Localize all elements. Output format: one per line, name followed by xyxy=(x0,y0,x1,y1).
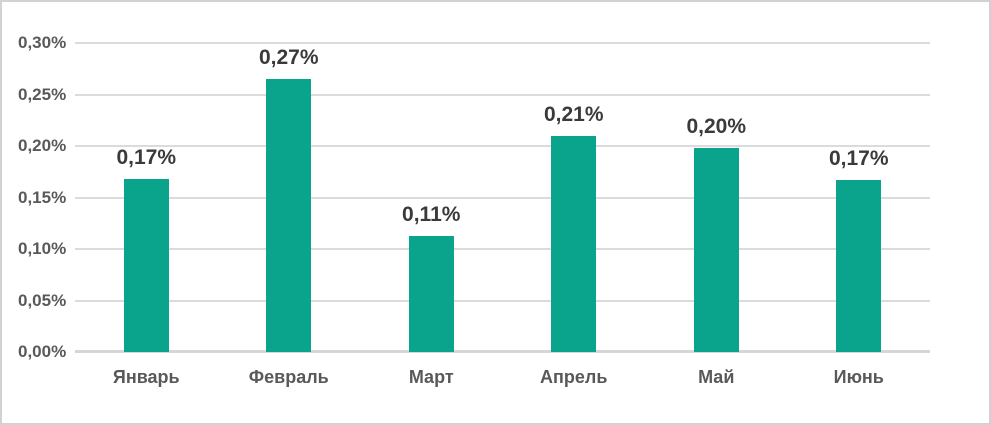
x-tick-label: Январь xyxy=(112,367,180,387)
gridline xyxy=(75,248,930,250)
bar-column: 0,11% xyxy=(360,43,502,352)
y-tick-label: 0,25% xyxy=(18,84,67,104)
bar-column: 0,17% xyxy=(788,43,930,352)
gridline xyxy=(75,196,930,199)
data-label: 0,27% xyxy=(258,46,319,70)
plot-area: 0,17% 0,27% 0,11% 0,21% 0,20% 0,17% xyxy=(75,42,930,353)
data-label: 0,11% xyxy=(402,202,461,226)
data-label: 0,21% xyxy=(543,102,604,126)
x-tick-label: Февраль xyxy=(248,367,329,387)
bar-column: 0,27% xyxy=(217,43,359,352)
bar xyxy=(836,180,882,352)
bar xyxy=(123,178,169,352)
data-label: 0,20% xyxy=(686,115,746,139)
y-axis: 0,30% 0,25% 0,20% 0,15% 0,10% 0,05% 0,00% xyxy=(2,33,67,361)
gridline xyxy=(75,145,930,147)
x-tick-label: Май xyxy=(698,367,735,387)
y-tick-label: 0,10% xyxy=(18,239,67,258)
data-label: 0,17% xyxy=(116,145,177,169)
bar-column: 0,17% xyxy=(75,43,217,352)
bar xyxy=(266,79,312,352)
bar-column: 0,20% xyxy=(645,43,787,352)
bar-column: 0,21% xyxy=(503,43,645,352)
y-tick-label: 0,30% xyxy=(18,33,67,52)
y-tick-label: 0,15% xyxy=(18,187,67,207)
x-tick-label: Июнь xyxy=(833,367,884,387)
y-tick-label: 0,00% xyxy=(18,342,67,361)
y-tick-label: 0,20% xyxy=(18,136,67,155)
bar xyxy=(551,135,597,352)
data-label: 0,17% xyxy=(828,147,889,170)
x-axis-line xyxy=(75,350,930,353)
gridline xyxy=(75,93,930,96)
bar xyxy=(408,235,454,352)
gridline xyxy=(75,42,930,44)
x-tick-label: Апрель xyxy=(540,367,608,387)
gridline xyxy=(75,299,930,302)
x-tick-label: Март xyxy=(408,367,454,387)
y-tick-label: 0,05% xyxy=(18,290,67,310)
bar xyxy=(693,148,739,352)
x-axis: Январь Февраль Март Апрель Май Июнь xyxy=(75,364,930,390)
